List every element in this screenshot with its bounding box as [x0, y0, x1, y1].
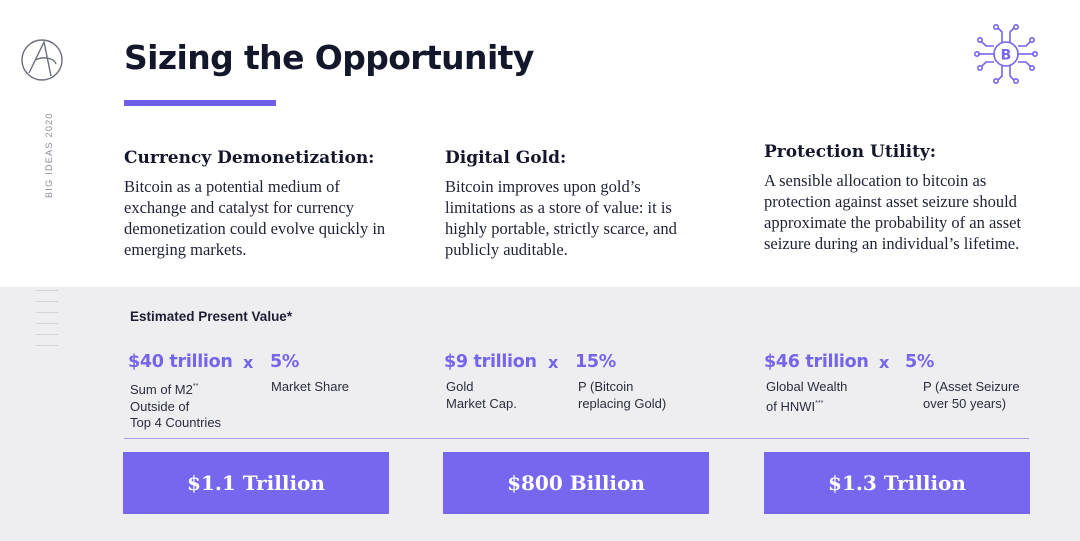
- base-label-line: Market Cap.: [446, 395, 517, 411]
- base-label: Sum of M2** Outside of Top 4 Countries: [130, 379, 221, 432]
- base-label-line: Top 4 Countries: [130, 415, 222, 430]
- section-divider: [124, 438, 1029, 439]
- base-label: Gold Market Cap.: [446, 379, 517, 412]
- percent-value: 5%: [905, 352, 935, 372]
- concept-description: Bitcoin improves upon gold’s limitations…: [445, 177, 677, 259]
- concept-description: A sensible allocation to bitcoin as prot…: [764, 171, 1022, 253]
- multiply-sign: x: [243, 353, 254, 372]
- base-label-line: Gold: [446, 379, 474, 394]
- title-underline: [124, 100, 276, 106]
- percent-label: P (Bitcoin replacing Gold): [578, 379, 666, 412]
- estimate-label: Estimated Present Value*: [130, 309, 293, 324]
- side-label: BIG IDEAS 2020: [44, 112, 54, 198]
- base-label-line: Outside of: [130, 398, 190, 414]
- percent-label-line: Market Share: [271, 379, 350, 394]
- base-label-line: of HNWI: [766, 398, 816, 414]
- footnote-mark: **: [192, 383, 199, 390]
- percent-label-line: over 50 years): [923, 395, 1007, 411]
- base-label: Global Wealth of HNWI***: [766, 379, 847, 415]
- multiply-sign: x: [548, 353, 559, 372]
- result-box-gold: $800 Billion: [443, 452, 709, 514]
- base-value: $46 trillion: [764, 352, 869, 372]
- concept-heading: Protection Utility:: [764, 142, 937, 162]
- concept-heading: Currency Demonetization:: [124, 148, 375, 168]
- result-box-protection: $1.3 Trillion: [764, 452, 1030, 514]
- base-label-line: Global Wealth: [766, 379, 848, 394]
- footnote-mark: ***: [815, 399, 824, 407]
- svg-text:B: B: [1001, 48, 1012, 64]
- percent-value: 15%: [575, 352, 616, 372]
- concept-digital-gold: Digital Gold: Bitcoin improves upon gold…: [445, 148, 745, 260]
- concept-heading: Digital Gold:: [445, 148, 567, 168]
- concept-currency-demonetization: Currency Demonetization: Bitcoin as a po…: [124, 148, 424, 260]
- decorative-ticks: [36, 290, 58, 362]
- result-box-currency: $1.1 Trillion: [123, 452, 389, 514]
- concept-protection-utility: Protection Utility: A sensible allocatio…: [764, 142, 1064, 254]
- base-value: $40 trillion: [128, 352, 233, 372]
- multiply-sign: x: [879, 353, 890, 372]
- base-value: $9 trillion: [444, 352, 537, 372]
- percent-label: Market Share: [271, 379, 349, 396]
- bitcoin-circuit-icon: B: [973, 23, 1038, 84]
- page-title: Sizing the Opportunity: [124, 38, 534, 77]
- ark-logo-icon: [20, 38, 64, 82]
- percent-label-line: P (Bitcoin: [578, 379, 634, 394]
- percent-label-line: P (Asset Seizure: [923, 379, 1020, 394]
- percent-value: 5%: [270, 352, 300, 372]
- percent-label-line: replacing Gold): [578, 395, 667, 411]
- base-label-line: Sum of M2: [130, 382, 193, 397]
- concept-description: Bitcoin as a potential medium of exchang…: [124, 177, 386, 259]
- percent-label: P (Asset Seizure over 50 years): [923, 379, 1020, 412]
